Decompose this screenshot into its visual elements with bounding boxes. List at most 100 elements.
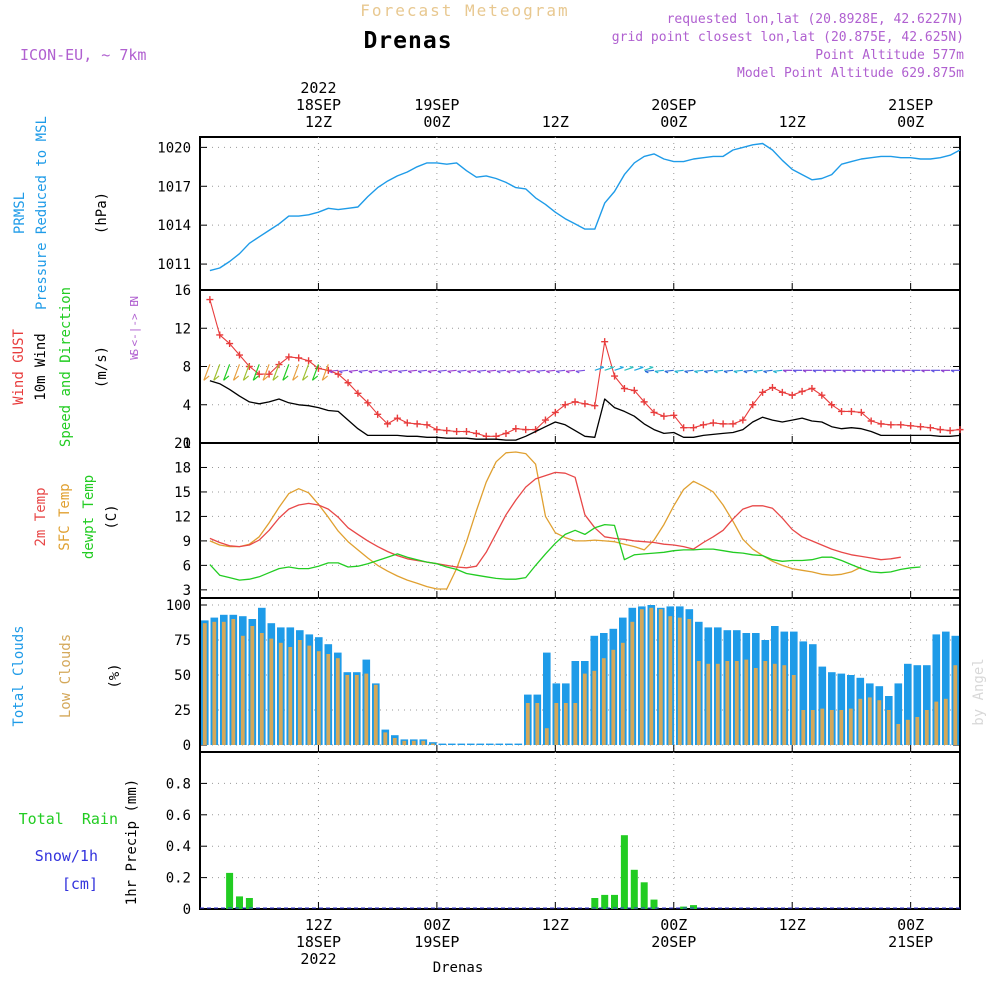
- wind-arrow-head: [822, 369, 827, 373]
- wind-direction-arrow: [546, 369, 556, 372]
- gust-marker: [502, 429, 510, 437]
- y-tick-label: 18: [174, 460, 191, 476]
- total-clouds-label: Total Clouds: [11, 625, 27, 726]
- low-cloud-bar: [373, 684, 378, 745]
- gust-marker: [926, 424, 934, 432]
- gust-marker: [640, 398, 648, 406]
- low-cloud-bar: [601, 658, 606, 745]
- gust-marker: [443, 427, 451, 435]
- watermark: by Angel: [971, 658, 987, 725]
- bottom-time-label: 00Z: [423, 916, 450, 934]
- total-cloud-bar: [495, 743, 504, 745]
- temperature-panel: 2m Temp SFC Temp dewpt Temp (C) 3 6 9 12 15 1…: [33, 436, 961, 599]
- wind-arrow-head: [852, 369, 856, 373]
- total-cloud-bar: [514, 743, 523, 745]
- wind-arrow-head: [654, 370, 659, 374]
- pressure-panel: PRMSL Pressure Reduced to MSL (hPa) 1011…: [12, 116, 961, 310]
- bottom-time-label: 12Z: [305, 916, 332, 934]
- gust-marker: [413, 420, 421, 428]
- total-cloud-bar: [904, 663, 912, 745]
- wind-direction-arrow: [753, 369, 763, 372]
- gust-marker: [245, 363, 253, 370]
- gust-marker: [216, 331, 224, 339]
- low-cloud-bar: [639, 609, 644, 745]
- gust-marker: [798, 387, 806, 395]
- low-cloud-bar: [934, 701, 939, 745]
- top-time-label: 2022: [300, 79, 336, 97]
- wind-arrow-head: [792, 369, 797, 373]
- low-cloud-bar: [658, 609, 663, 745]
- rain-bar: [690, 905, 697, 909]
- low-cloud-bar: [820, 708, 825, 745]
- gust-marker: [867, 417, 875, 425]
- wind-direction-arrow: [643, 366, 654, 371]
- gust-marker: [541, 416, 549, 424]
- low-cloud-bar: [278, 642, 283, 745]
- wind-arrow-head: [467, 370, 471, 374]
- gust-marker: [235, 351, 243, 359]
- wind-direction-arrow: [684, 369, 694, 372]
- temp-2m-line: [209, 471, 901, 569]
- gust-marker: [423, 421, 431, 429]
- gust-marker: [295, 354, 303, 362]
- low-cloud-bar: [202, 623, 207, 745]
- wind-arrow-head: [649, 365, 654, 368]
- wind-arrow-head: [338, 370, 343, 374]
- low-cloud-bar: [744, 659, 749, 745]
- y-tick-label: 0: [183, 902, 191, 918]
- wind-arrow-head: [292, 375, 299, 381]
- low-cloud-bar: [753, 668, 758, 745]
- top-time-label: 00Z: [660, 113, 687, 131]
- low-cloud-bar: [620, 642, 625, 745]
- wind-direction-arrow: [302, 364, 310, 381]
- low-cloud-bar: [905, 719, 910, 745]
- low-cloud-bar: [677, 617, 682, 745]
- top-time-label: 18SEP: [296, 96, 341, 114]
- low-cloud-bar: [354, 675, 359, 745]
- low-cloud-bar: [525, 703, 530, 745]
- wind-direction-arrow: [664, 369, 674, 372]
- gust-marker: [591, 402, 599, 410]
- rain-bar: [226, 872, 234, 909]
- y-tick-label: 1011: [157, 257, 191, 273]
- total-cloud-bar: [457, 743, 466, 745]
- wind-direction-arrow: [417, 369, 428, 372]
- low-cloud-bar: [630, 621, 635, 745]
- wind-direction-arrow: [427, 369, 437, 372]
- wind-arrow-head: [723, 370, 728, 374]
- y-tick-label: 12: [174, 321, 191, 337]
- y-tick-label: 25: [174, 703, 191, 719]
- wind-arrow-head: [417, 370, 422, 374]
- gust-marker: [344, 379, 352, 387]
- temp-2m-label: 2m Temp: [33, 487, 49, 546]
- low-cloud-bar: [259, 633, 264, 745]
- wind-arrow-head: [644, 370, 649, 374]
- rain-bar: [640, 882, 648, 909]
- gust-marker: [778, 388, 786, 396]
- y-tick-label: 0: [183, 436, 191, 452]
- wind-direction-arrow: [457, 369, 467, 372]
- wind-arrow-head: [516, 370, 521, 374]
- wind-arrow-head: [619, 365, 624, 368]
- pressure-line: [209, 142, 961, 272]
- gust-marker: [285, 353, 293, 361]
- wind-arrow-head: [302, 375, 309, 381]
- wind-direction-arrow: [477, 369, 487, 372]
- wind-arrow-head: [536, 370, 541, 374]
- wind-direction-arrow: [704, 369, 714, 372]
- y-tick-label: 15: [174, 485, 191, 501]
- low-cloud-bar: [715, 663, 720, 745]
- bottom-time-label: 21SEP: [888, 933, 933, 951]
- snow-units: [cm]: [62, 875, 98, 893]
- gust-marker: [838, 407, 846, 415]
- low-cloud-bar: [848, 708, 853, 745]
- wind-arrow-head: [427, 370, 432, 374]
- wind-arrow-head: [486, 370, 491, 374]
- low-clouds-label: Low Clouds: [58, 634, 74, 718]
- low-cloud-bar: [221, 621, 226, 745]
- wind-direction-arrow: [447, 369, 457, 372]
- panel-frame: [199, 751, 961, 910]
- low-cloud-bar: [829, 710, 834, 745]
- pressure-units: (hPa): [94, 192, 110, 234]
